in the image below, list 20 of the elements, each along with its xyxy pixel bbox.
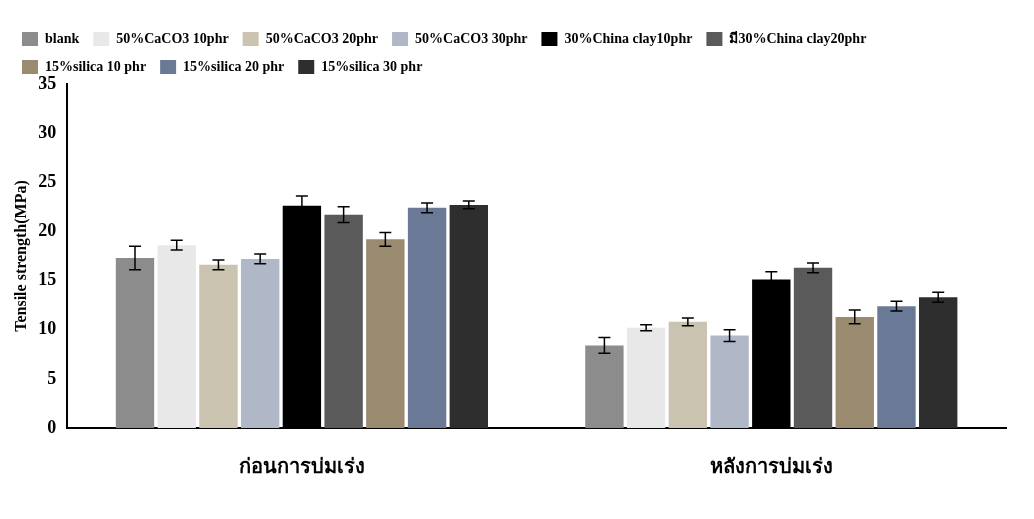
y-tick-label: 5 — [47, 367, 57, 388]
legend-label: 15%silica 20 phr — [183, 58, 285, 74]
legend-label: 15%silica 30 phr — [321, 58, 423, 74]
legend-label: 50%CaCO3 30phr — [415, 30, 528, 46]
y-tick-label: 10 — [38, 318, 57, 339]
y-tick-label: 0 — [47, 416, 57, 437]
y-tick-label: 15 — [38, 269, 57, 290]
y-tick-label: 25 — [38, 170, 57, 191]
y-tick-label: 30 — [38, 121, 57, 142]
legend-label: blank — [45, 30, 80, 46]
x-tick-label: ก่อนการบ่มเร่ง — [238, 454, 365, 479]
y-axis-title: Tensile strength(MPa) — [11, 180, 30, 332]
legend-label: 50%CaCO3 10phr — [116, 30, 229, 46]
y-tick-label: 35 — [38, 72, 57, 93]
x-tick-label: หลังการบ่มเร่ง — [709, 454, 833, 479]
legend-label: 15%silica 10 phr — [45, 58, 147, 74]
legend-label: 50%CaCO3 20phr — [265, 30, 379, 46]
y-tick-label: 20 — [38, 220, 57, 241]
legend-label: มี30%China clay20phr — [729, 30, 867, 46]
legend-label: 30%China clay10phr — [564, 30, 693, 46]
